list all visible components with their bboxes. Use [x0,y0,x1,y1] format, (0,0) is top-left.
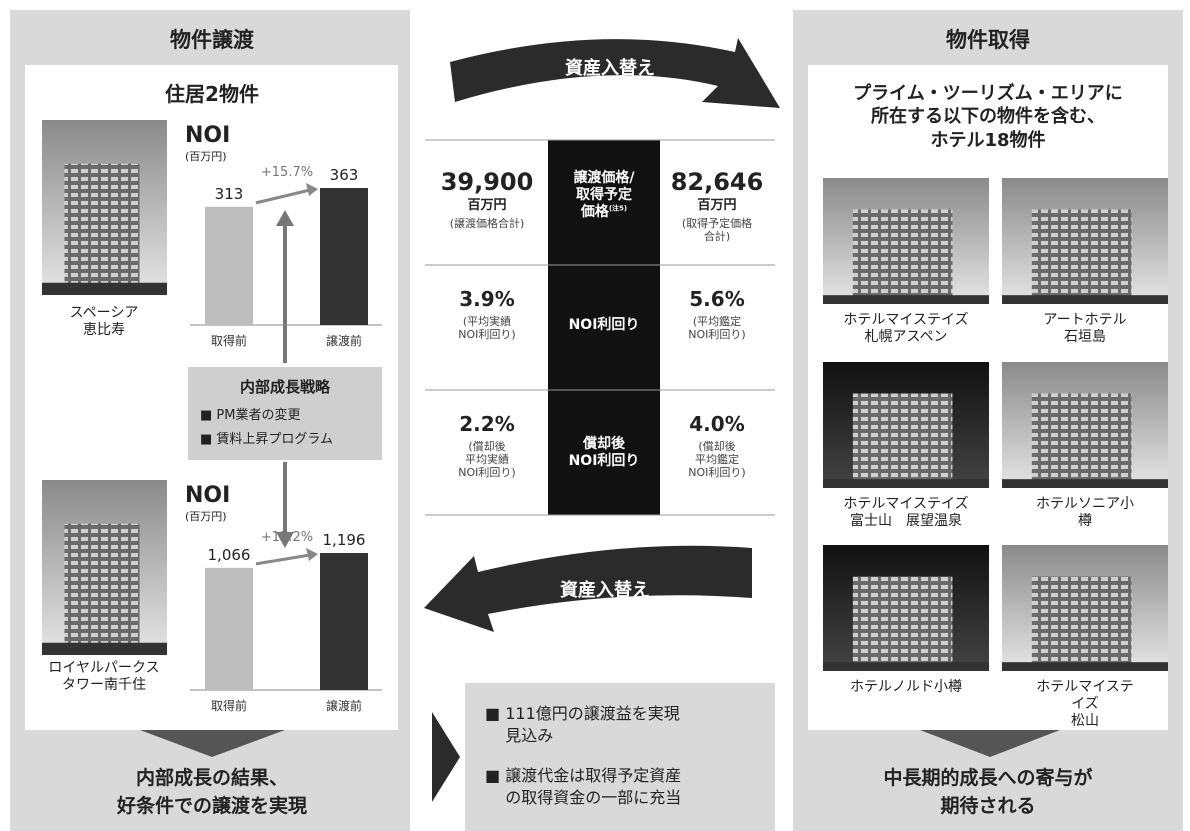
metric-note: (平均鑑定 NOI利回り) [688,315,746,342]
swap-label: 資産入替え [560,580,650,601]
metric-label-note: (注5) [608,203,628,212]
subtitle: 住居2物件 [165,82,259,106]
metric-note: (譲渡価格合計) [449,217,525,230]
photo-ground [823,662,989,671]
value-label: 1,066 [208,546,251,564]
metric-unit: 百万円 [467,198,507,213]
photo-ground [42,642,167,655]
connector-head [276,210,294,226]
photo-building [1031,209,1132,301]
strategy-text: 賃料上昇プログラム [216,432,334,447]
result: 中長期的成長への寄与が 期待される [883,767,1093,817]
metric-label: 償却後 NOI利回り [569,436,640,470]
swap-arrow [424,545,752,632]
hotel-name: アートホテル 石垣島 [1043,312,1127,345]
metric-unit: 百万円 [697,198,737,213]
growth-arrow-head [306,548,318,561]
panel-title: 物件譲渡 [170,28,254,52]
metric-label-text: 償却後 NOI利回り [568,436,640,469]
summary-item: ■ 111億円の譲渡益を実現 見込み [485,704,680,745]
property-name: スペーシア 恵比寿 [69,305,139,338]
hotel-name: ホテルソニア小樽 [1036,496,1134,529]
swap-arrow [450,38,780,108]
photo-building [64,163,140,290]
value-label: 313 [215,185,244,203]
metric-note: (取得予定価格 合計) [681,217,753,244]
metric-note: (償却後 平均実績 NOI利回り) [458,440,516,480]
category-label: 取得前 [211,333,247,348]
photo-building [852,393,953,485]
heading: プライム・ツーリズム・エリアに 所在する以下の物件を含む、 ホテル18物件 [853,83,1123,151]
summary-box [465,683,775,831]
panel-title: 物件取得 [946,28,1030,52]
right-arrow [432,712,460,802]
photo-ground [42,282,167,295]
summary-item: ■ 譲渡代金は取得予定資産 の取得資金の一部に充当 [485,766,682,807]
strategy-text: PM業者の変更 [216,408,301,423]
bar [320,553,368,690]
strategy-item: ■ PM業者の変更 [200,408,301,423]
metric-label: 譲渡価格/ 取得予定 価格(注5) [573,170,634,220]
chart-title: NOI [185,123,231,148]
photo-building [852,209,953,301]
photo-ground [823,479,989,488]
metric-value: 39,900 [440,168,534,196]
photo-ground [823,295,989,304]
metric-label-text: 譲渡価格/ 取得予定 価格 [573,170,635,220]
hotel-name: ホテルノルド小樽 [850,679,962,695]
metric-value: 4.0% [689,412,745,436]
photo-ground [1002,295,1168,304]
growth-arrow [255,188,311,205]
change-label: +12.2% [261,530,313,545]
category-label: 譲渡前 [326,333,362,348]
hotel-name: ホテルマイステイズ 富士山 展望温泉 [843,496,969,529]
metric-value: 3.9% [459,287,515,311]
hotel-name: ホテルマイステイズ 松山 [1036,679,1134,729]
photo-ground [1002,479,1168,488]
metric-value: 82,646 [670,168,764,196]
down-arrow [920,730,1060,757]
metric-note: (償却後 平均鑑定 NOI利回り) [688,440,746,480]
photo-building [852,576,953,668]
strategy-title: 内部成長戦略 [239,378,331,396]
change-label: +15.7% [261,165,313,180]
summary-text: 111億円の譲渡益を実現 見込み [505,704,680,745]
photo-building [64,523,140,650]
bar [320,188,368,325]
chart-title: NOI [185,483,231,508]
category-label: 譲渡前 [326,698,362,713]
bar [205,206,253,325]
metric-value: 5.6% [689,287,745,311]
swap-label: 資産入替え [565,58,655,79]
photo-ground [1002,662,1168,671]
metric-value: 2.2% [459,412,515,436]
summary-text: 譲渡代金は取得予定資産 の取得資金の一部に充当 [505,766,682,807]
property-name: ロイヤルパークス タワー南千住 [48,660,160,693]
photo-building [1031,393,1132,485]
chart-unit: (百万円) [185,510,227,523]
metric-note: (平均実績 NOI利回り) [458,315,516,342]
connector-head [276,532,294,548]
down-arrow [140,730,285,757]
strategy-box [188,367,382,460]
bar [205,567,253,690]
result: 内部成長の結果、 好条件での譲渡を実現 [116,767,308,817]
growth-arrow-head [306,183,318,196]
value-label: 363 [330,166,359,184]
table-center [548,140,660,515]
metric-label-text: NOI利回り [568,317,640,333]
chart-unit: (百万円) [185,150,227,163]
hotel-name: ホテルマイステイズ 札幌アスペン [843,312,969,345]
growth-arrow [255,553,311,566]
category-label: 取得前 [211,698,247,713]
value-label: 1,196 [323,531,366,549]
photo-building [1031,576,1132,668]
strategy-item: ■ 賃料上昇プログラム [200,432,334,447]
metric-label: NOI利回り [569,317,640,334]
